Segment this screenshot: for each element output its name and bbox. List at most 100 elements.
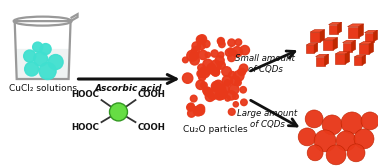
Circle shape [39,62,56,79]
Polygon shape [359,44,369,54]
Circle shape [48,55,63,69]
Circle shape [241,99,247,106]
Polygon shape [310,32,320,42]
Circle shape [240,46,249,55]
Circle shape [211,68,220,76]
Circle shape [110,103,127,121]
Circle shape [208,89,218,100]
Circle shape [222,75,232,86]
Polygon shape [354,57,362,65]
Circle shape [326,145,346,165]
Polygon shape [342,40,356,43]
Circle shape [198,35,207,43]
Polygon shape [347,27,359,38]
Polygon shape [373,30,378,42]
Circle shape [228,48,234,54]
Circle shape [239,68,246,75]
Circle shape [229,84,239,94]
Circle shape [239,64,248,72]
Circle shape [198,74,206,81]
Polygon shape [310,30,325,32]
Circle shape [210,60,221,71]
Circle shape [187,110,195,117]
Circle shape [228,39,235,46]
Polygon shape [328,22,342,25]
Circle shape [207,63,216,72]
Circle shape [336,131,356,151]
Polygon shape [342,43,352,52]
Circle shape [361,112,378,130]
Circle shape [220,85,229,94]
Circle shape [215,56,224,65]
Circle shape [231,76,240,85]
Circle shape [228,54,235,62]
Circle shape [198,64,205,71]
Polygon shape [316,57,325,65]
Polygon shape [320,30,325,42]
Polygon shape [323,40,333,50]
Circle shape [235,79,241,86]
Circle shape [217,91,225,100]
Circle shape [225,96,230,101]
Text: Large amount
of CQDs: Large amount of CQDs [237,109,297,129]
Circle shape [189,51,198,60]
Circle shape [203,87,212,96]
Polygon shape [364,30,378,33]
Circle shape [347,144,365,162]
Circle shape [194,106,200,113]
Circle shape [233,102,239,107]
Circle shape [298,128,316,146]
Circle shape [218,39,224,45]
Circle shape [341,112,363,134]
Circle shape [188,103,194,110]
Circle shape [222,67,231,76]
Circle shape [314,130,336,152]
Circle shape [208,66,216,74]
Circle shape [203,87,210,94]
Polygon shape [335,54,345,64]
Text: Ascorbic acid: Ascorbic acid [94,84,162,93]
Circle shape [190,56,199,65]
Circle shape [225,80,230,86]
Text: Small amount
of CQDs: Small amount of CQDs [235,54,295,74]
Circle shape [197,70,204,77]
Circle shape [33,42,43,52]
Circle shape [218,52,224,58]
Circle shape [217,61,225,69]
Circle shape [226,91,236,100]
Circle shape [225,49,233,56]
Circle shape [203,40,210,48]
Circle shape [215,91,224,100]
Circle shape [234,71,244,81]
Circle shape [195,106,204,115]
Circle shape [211,50,218,57]
Circle shape [211,81,221,91]
Circle shape [238,69,243,74]
Circle shape [307,145,323,161]
Text: COOH: COOH [138,123,165,132]
Circle shape [322,115,342,135]
Circle shape [197,42,205,50]
Circle shape [203,59,213,69]
Circle shape [201,82,207,89]
Polygon shape [364,33,373,42]
Circle shape [217,38,225,45]
Polygon shape [316,54,328,57]
Circle shape [235,39,242,45]
Polygon shape [306,45,314,53]
Polygon shape [362,55,366,65]
Circle shape [214,80,223,89]
Circle shape [216,84,226,94]
Polygon shape [338,22,342,34]
Circle shape [233,94,239,99]
Polygon shape [352,40,356,52]
Polygon shape [335,52,350,54]
Circle shape [305,110,323,128]
Circle shape [199,69,206,77]
Circle shape [240,87,246,93]
Polygon shape [359,24,364,38]
Circle shape [218,41,225,48]
Polygon shape [359,42,373,44]
Polygon shape [325,54,328,65]
Polygon shape [345,52,350,64]
